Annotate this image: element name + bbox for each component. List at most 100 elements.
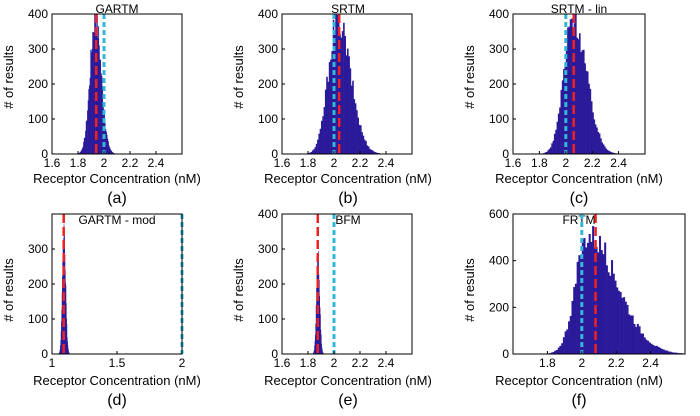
y-tick-label: 200: [28, 277, 48, 291]
histogram-bar: [588, 234, 591, 354]
histogram-bar: [65, 283, 66, 354]
histogram-bar: [65, 285, 67, 354]
y-axis-label: # of results: [231, 258, 246, 322]
histogram-bar: [322, 352, 324, 354]
y-tick-label: 300: [258, 42, 278, 56]
histogram-bar: [628, 314, 631, 354]
y-tick-label: 200: [258, 277, 278, 291]
histogram-bar: [614, 280, 617, 354]
histogram-bar: [626, 304, 629, 354]
histogram-bar: [621, 297, 624, 354]
histogram-bar: [320, 329, 322, 354]
histogram-bar: [557, 347, 560, 354]
panel-label: (a): [107, 190, 127, 207]
histogram-bar: [89, 77, 91, 154]
y-tick-label: 0: [41, 347, 48, 361]
histogram-bars: [77, 14, 116, 155]
histogram-bar: [576, 37, 578, 154]
histogram-bar: [63, 250, 64, 354]
histogram-bar: [556, 121, 559, 154]
histogram-bar: [92, 31, 94, 154]
histogram-bar: [103, 109, 105, 154]
histogram-bar: [324, 89, 327, 154]
histogram-bar: [604, 242, 607, 354]
histogram-bar: [318, 280, 320, 354]
histogram-bar: [91, 48, 93, 155]
histogram-bar: [590, 241, 593, 354]
panel-title: GARTM - mod: [78, 213, 155, 227]
histogram-bar: [559, 107, 561, 154]
histogram-bar: [79, 152, 81, 154]
histogram-bar: [669, 351, 672, 354]
histogram-bar: [589, 88, 592, 154]
histogram-bar: [574, 283, 577, 354]
histogram-bar: [318, 251, 319, 354]
histogram-bar: [60, 331, 62, 354]
axes-box: [51, 213, 183, 355]
histogram-bar: [631, 315, 634, 354]
histogram-bar: [612, 273, 615, 354]
histogram-bar: [672, 352, 675, 354]
histogram-bar: [112, 152, 114, 154]
histogram-bar: [105, 131, 107, 154]
histogram-bar: [66, 337, 68, 354]
histogram-bar: [600, 250, 603, 354]
histogram-bar: [571, 18, 573, 155]
histogram-bar: [619, 292, 622, 354]
histogram-bar: [655, 345, 658, 354]
histogram-bar: [321, 347, 323, 354]
histogram-bar: [605, 265, 608, 354]
histogram-bar: [350, 85, 353, 154]
histogram-bar: [564, 63, 567, 154]
histogram-bar: [352, 80, 354, 154]
histogram-bar: [347, 48, 349, 154]
x-tick-label: 2: [101, 156, 108, 170]
histogram-bar: [609, 275, 612, 354]
x-tick-label: 2: [179, 356, 186, 370]
histogram-bar: [600, 138, 602, 154]
histogram-bar: [616, 287, 619, 354]
panel-title: SRTM: [331, 2, 365, 16]
x-tick-label: 1.6: [44, 156, 61, 170]
histogram-bar: [565, 47, 568, 154]
histogram-bar: [546, 151, 548, 154]
histogram-bar: [599, 235, 602, 354]
histogram-bar: [107, 138, 109, 154]
histogram-bar: [82, 146, 84, 154]
histogram-bar: [360, 125, 362, 154]
histogram-bar: [63, 224, 65, 354]
y-tick-label: 0: [271, 147, 278, 161]
histogram-bar: [322, 116, 324, 154]
y-tick-label: 400: [28, 7, 48, 21]
histogram-bar: [79, 151, 81, 154]
histogram-bar: [315, 304, 317, 354]
y-tick-label: 200: [258, 77, 278, 91]
x-tick-label: 1.6: [274, 156, 291, 170]
panel-label: (b): [338, 190, 358, 207]
histogram-bar: [638, 326, 641, 354]
histogram-bar: [61, 321, 62, 354]
histogram-bar: [92, 32, 94, 154]
histogram-bar: [652, 345, 655, 354]
histogram-bar: [636, 323, 639, 354]
y-tick-label: 200: [489, 77, 509, 91]
histogram-bar: [100, 59, 102, 154]
axes-box: [512, 213, 686, 355]
x-tick-label: 2.4: [378, 356, 395, 370]
histogram-bar: [588, 83, 590, 154]
histogram-bar: [566, 329, 569, 354]
histogram-bar: [551, 143, 553, 154]
histogram-bar: [560, 89, 563, 154]
histogram-bar: [311, 150, 314, 154]
x-tick-label: 2.4: [148, 156, 165, 170]
histogram-bar: [322, 350, 323, 354]
histogram-bar: [319, 296, 320, 354]
histogram-bar: [65, 303, 67, 354]
histogram-bar: [635, 326, 638, 354]
histogram-bar: [319, 128, 322, 154]
histogram-bar: [568, 321, 571, 354]
panel-d: GARTM - mod # of results Receptor Concen…: [1, 213, 201, 409]
histogram-bar: [309, 152, 311, 154]
histogram-bar: [586, 71, 589, 154]
